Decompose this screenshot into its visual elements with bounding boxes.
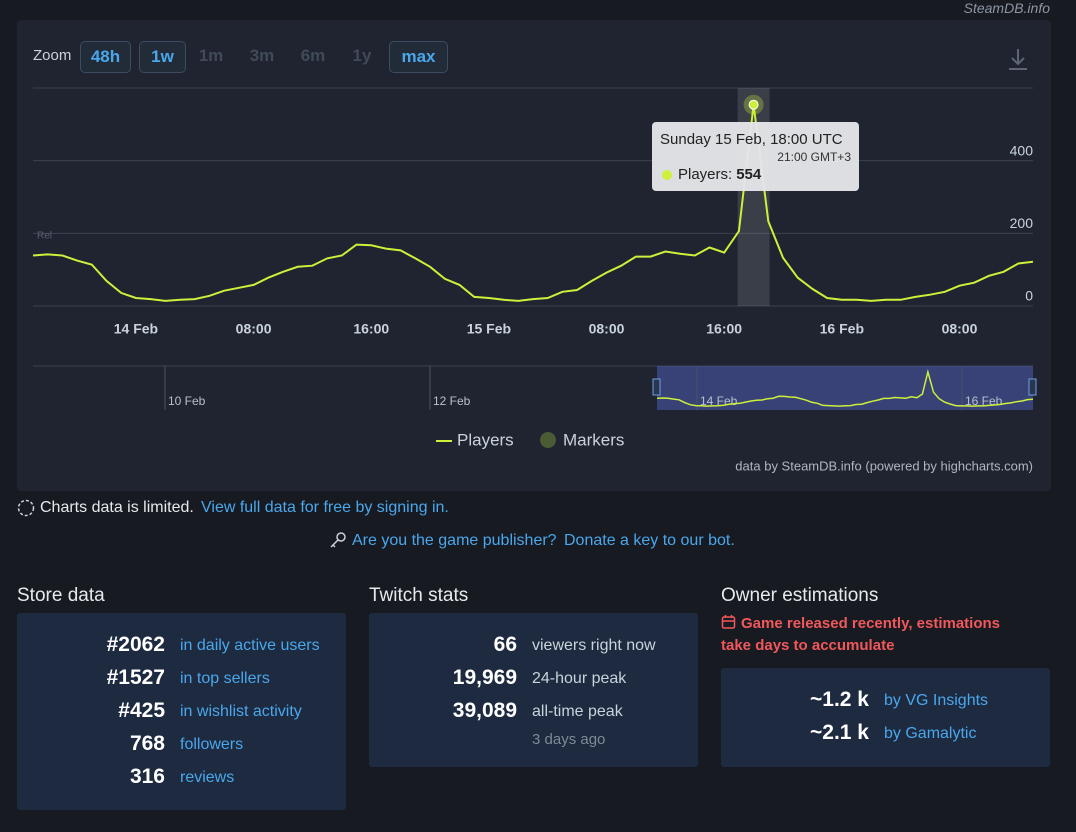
x-tick-label: 16:00 [706,321,742,337]
download-icon[interactable] [1009,49,1027,70]
stat-label[interactable]: reviews [180,769,235,786]
legend-label: Markers [563,430,624,449]
navigator-handle [652,378,661,396]
x-tick-label: 08:00 [942,321,978,337]
navigator-label: 10 Feb [168,394,206,408]
stat-label[interactable]: followers [180,736,244,753]
tooltip-value: 554 [736,166,762,183]
stat-label: viewers right now [532,637,656,654]
stat-label[interactable]: in daily active users [180,637,320,654]
zoom-button: 1m [198,46,224,65]
zoom-button: 6m [300,46,326,65]
navigator-handle [1028,378,1037,396]
notice-link[interactable]: View full data for free by signing in. [201,499,449,516]
store-panel [17,613,346,810]
hover-point [748,99,759,110]
navigator-line [656,368,1034,407]
zoom-label: Zoom [33,47,72,64]
stat-value: #2062 [106,633,165,656]
chart: 0 200 400 14 Feb 08:00 16:00 15 Feb 08:00 16:00 1… [32,49,1037,473]
stat-value: 768 [129,732,165,755]
section-title: Owner estimations [721,585,879,606]
navigator-window [657,366,1033,410]
warning-text: take days to accumulate [721,637,895,654]
navigator-label: 12 Feb [433,394,471,408]
zoom-button[interactable]: 48h [80,41,131,73]
stat-value: ~2.1 k [810,721,869,744]
stat-label[interactable]: in wishlist activity [180,703,302,720]
stat-value: ~1.2 k [810,688,869,711]
key-icon [330,532,346,548]
x-tick-label: 08:00 [589,321,625,337]
credit: data by SteamDB.info (powered by highcha… [735,458,1033,473]
zoom-button: 3m [249,46,275,65]
watermark: SteamDB.info [963,0,1050,16]
warning-text: Game released recently, estimations [741,615,1001,632]
calendar-icon [721,615,736,629]
stat-label: 24-hour peak [532,670,627,687]
players-line [32,104,1034,302]
y-tick-label: 0 [1025,288,1033,304]
marker-label: Rel [37,231,52,242]
tooltip-subtitle: 21:00 GMT+3 [777,150,851,164]
x-tick-label: 16 Feb [820,321,864,337]
tooltip-title: Sunday 15 Feb, 18:00 UTC [660,131,843,148]
stat-label[interactable]: in top sellers [180,670,270,687]
stat-label: all-time peak [532,703,623,720]
publisher-text[interactable]: Are you the game publisher? [352,532,557,549]
y-tick-label: 400 [1010,142,1034,158]
y-tick-label: 200 [1010,215,1034,231]
notice-text: Charts data is limited. [40,499,194,516]
x-tick-label: 14 Feb [114,321,158,337]
stat-value: 19,969 [452,666,517,689]
twitch-note: 3 days ago [532,731,606,748]
section-title: Twitch stats [369,585,469,606]
stat-value: #425 [118,699,165,722]
zoom-button: 1y [352,46,372,65]
stat-label[interactable]: by VG Insights [884,692,989,709]
legend-marker [540,432,556,448]
tooltip-box [652,122,859,191]
stat-value: #1527 [106,666,165,689]
tooltip-label: Players: 554 [678,166,762,183]
stat-value: 66 [493,633,517,656]
tooltip-series: Players: [678,166,732,183]
legend-label: Players [457,430,514,449]
twitch-panel [369,613,698,767]
publisher-link[interactable]: Donate a key to our bot. [564,532,735,549]
zoom-button[interactable]: max [389,41,448,73]
tooltip-dot [662,170,672,180]
owners-panel [721,668,1050,767]
x-tick-label: 16:00 [353,321,389,337]
x-tick-label: 08:00 [236,321,272,337]
zoom-button[interactable]: 1w [139,41,186,73]
stat-label[interactable]: by Gamalytic [884,725,977,742]
section-title: Store data [17,585,105,606]
stat-value: 316 [129,765,165,788]
chart-panel [17,20,1051,491]
stat-value: 39,089 [452,699,517,722]
x-tick-label: 15 Feb [467,321,511,337]
dashed-circle-icon [17,499,35,517]
